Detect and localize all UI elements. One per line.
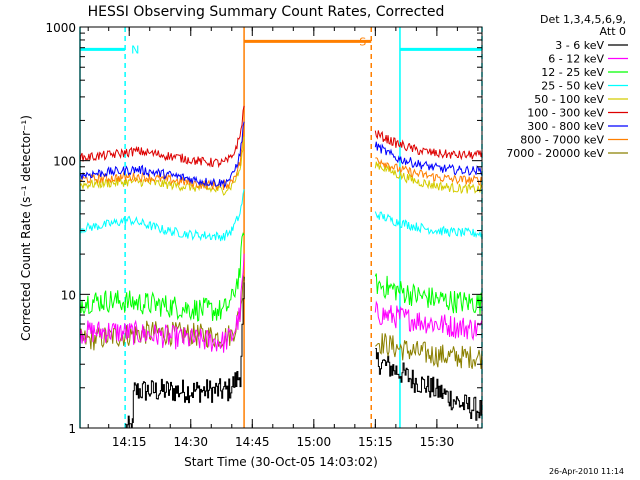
legend-label-7: 800 - 7000 keV (520, 134, 604, 147)
legend-label-2: 12 - 25 keV (541, 66, 604, 79)
series-0 (125, 276, 483, 429)
plot-frame (79, 26, 483, 429)
series-1-segment-0 (79, 253, 245, 353)
series-4-segment-1 (374, 161, 483, 195)
legend-header-1: Att 0 (600, 25, 626, 38)
legend-label-4: 50 - 100 keV (534, 93, 604, 106)
series-5 (79, 105, 483, 169)
series-0-segment-1 (375, 348, 483, 421)
y-tick-label-2: 100 (53, 155, 76, 169)
legend-label-1: 6 - 12 keV (548, 53, 604, 66)
series-1 (79, 253, 483, 353)
legend-label-8: 7000 - 20000 keV (506, 147, 604, 160)
y-tick-label-1: 10 (61, 288, 76, 302)
y-tick-label-0: 1 (68, 422, 76, 436)
series-2-segment-0 (79, 232, 245, 322)
y-tick-label-3: 1000 (45, 21, 76, 35)
x-axis-label: Start Time (30-Oct-05 14:03:02) (184, 455, 378, 469)
x-tick-label-0: 14:15 (112, 435, 147, 449)
x-axis: 14:15 14:30 14:45 15:00 15:15 15:30 (87, 27, 479, 449)
series-8-segment-0 (79, 275, 245, 351)
data-series (79, 105, 483, 429)
flag-saa: S (243, 27, 372, 428)
series-5-segment-1 (374, 130, 483, 161)
series-7 (79, 124, 483, 191)
series-8-segment-1 (375, 333, 483, 369)
series-6-segment-0 (79, 121, 245, 189)
chart-title: HESSI Observing Summary Count Rates, Cor… (88, 4, 445, 20)
x-tick-label-4: 15:15 (358, 435, 393, 449)
flag-night-label: N (131, 43, 139, 56)
y-axis-label: Corrected Count Rate (s⁻¹ detector⁻¹) (19, 115, 33, 341)
x-tick-label-2: 14:45 (235, 435, 270, 449)
series-3-segment-0 (79, 189, 245, 242)
x-tick-label-1: 14:30 (173, 435, 208, 449)
series-3-segment-1 (374, 211, 483, 239)
legend-header-0: Det 1,3,4,5,6,9, (540, 13, 626, 26)
x-tick-label-5: 15:30 (420, 435, 455, 449)
footer-timestamp: 26-Apr-2010 11:14 (549, 467, 624, 476)
series-8 (79, 275, 483, 369)
series-2 (79, 232, 483, 322)
series-5-segment-0 (79, 105, 245, 169)
series-6-segment-1 (374, 141, 483, 176)
series-0-segment-0 (125, 276, 245, 429)
series-1-segment-1 (374, 300, 483, 341)
y-axis: 1 10 100 1000 (45, 21, 482, 436)
legend-label-6: 300 - 800 keV (527, 120, 604, 133)
series-6 (79, 121, 483, 189)
x-tick-label-3: 15:00 (297, 435, 332, 449)
flag-saa-label: S (359, 35, 366, 48)
legend-label-3: 25 - 50 keV (541, 80, 604, 93)
series-7-segment-0 (79, 124, 245, 191)
series-7-segment-1 (375, 157, 483, 186)
series-2-segment-1 (374, 273, 483, 315)
series-3 (79, 189, 483, 242)
legend-label-0: 3 - 6 keV (555, 39, 604, 52)
legend-label-5: 100 - 300 keV (527, 107, 604, 120)
